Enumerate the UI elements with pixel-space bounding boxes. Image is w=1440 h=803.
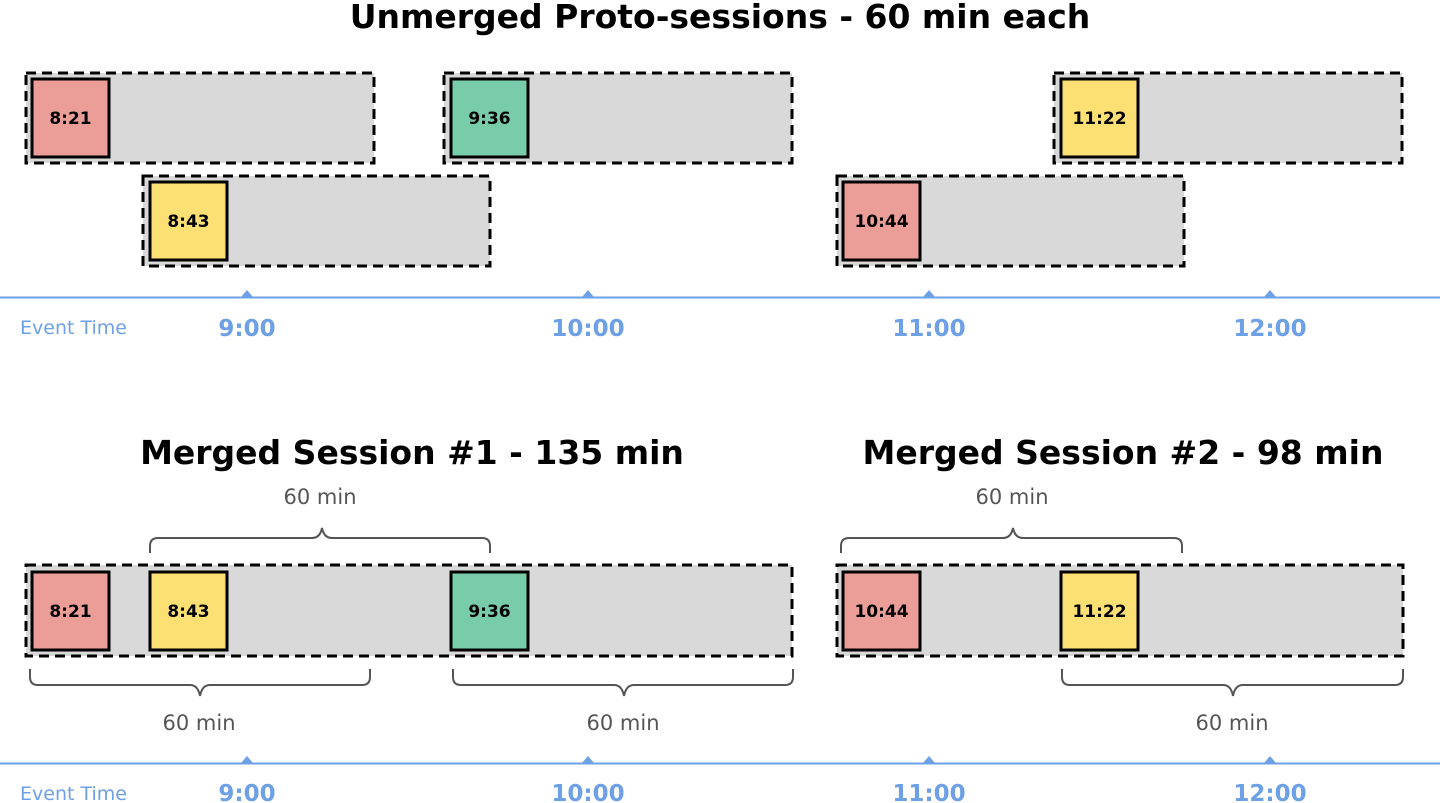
- merged-session-1: Merged Session #1 - 135 min 60 min 8:21 …: [24, 433, 794, 735]
- event-label: 9:36: [468, 109, 510, 129]
- axis-tick: [241, 756, 253, 763]
- duration-label: 60 min: [163, 711, 236, 735]
- duration-bracket: [29, 669, 371, 697]
- event-box: [449, 77, 530, 159]
- proto-session-0821: 8:21: [24, 71, 376, 165]
- duration-label: 60 min: [976, 485, 1049, 509]
- event-label: 8:43: [167, 212, 209, 232]
- event-box: [30, 77, 111, 159]
- tick-label: 9:00: [218, 781, 275, 803]
- event-box: [841, 570, 922, 652]
- duration-bracket: [1061, 669, 1404, 697]
- session-box: [24, 563, 794, 658]
- proto-session-1044: 10:44: [835, 174, 1186, 268]
- axis-tick: [1264, 756, 1276, 763]
- axis-tick: [923, 756, 935, 763]
- duration-bracket: [149, 527, 491, 553]
- event-box: [1059, 77, 1140, 159]
- event-label: 10:44: [854, 212, 908, 232]
- event-label: 8:21: [49, 109, 91, 129]
- event-box: [449, 570, 530, 652]
- proto-session-0843: 8:43: [141, 174, 492, 268]
- event-label: 9:36: [468, 602, 510, 622]
- proto-session-1122: 11:22: [1052, 71, 1404, 165]
- event-label: 11:22: [1072, 109, 1126, 129]
- axis-caption: Event Time: [20, 317, 127, 339]
- merged-session-2: Merged Session #2 - 98 min 60 min 10:44 …: [835, 433, 1405, 735]
- top-title: Unmerged Proto-sessions - 60 min each: [350, 0, 1091, 36]
- tick-label: 10:00: [551, 781, 624, 803]
- event-box: [30, 570, 111, 652]
- axis-tick: [1264, 290, 1276, 297]
- axis-caption: Event Time: [20, 783, 127, 803]
- event-box: [1059, 570, 1140, 652]
- duration-bracket: [452, 669, 794, 697]
- tick-label: 11:00: [892, 781, 965, 803]
- tick-label: 11:00: [892, 316, 965, 342]
- axis-tick: [582, 756, 594, 763]
- axis-tick: [241, 290, 253, 297]
- event-label: 10:44: [854, 602, 908, 622]
- event-label: 8:43: [167, 602, 209, 622]
- event-box: [148, 570, 229, 652]
- event-box: [148, 180, 229, 262]
- top-event-time-axis: Event Time 9:00 10:00 11:00 12:00: [0, 290, 1440, 342]
- event-box: [841, 180, 922, 262]
- session1-title: Merged Session #1 - 135 min: [140, 433, 684, 472]
- session2-title: Merged Session #2 - 98 min: [863, 433, 1384, 472]
- event-label: 11:22: [1072, 602, 1126, 622]
- axis-tick: [582, 290, 594, 297]
- event-label: 8:21: [49, 602, 91, 622]
- tick-label: 9:00: [218, 316, 275, 342]
- duration-label: 60 min: [1196, 711, 1269, 735]
- duration-label: 60 min: [284, 485, 357, 509]
- duration-label: 60 min: [587, 711, 660, 735]
- tick-label: 10:00: [551, 316, 624, 342]
- bottom-event-time-axis: Event Time 9:00 10:00 11:00 12:00: [0, 756, 1440, 803]
- tick-label: 12:00: [1233, 781, 1306, 803]
- axis-tick: [923, 290, 935, 297]
- tick-label: 12:00: [1233, 316, 1306, 342]
- proto-session-0936: 9:36: [442, 71, 794, 165]
- duration-bracket: [840, 527, 1183, 553]
